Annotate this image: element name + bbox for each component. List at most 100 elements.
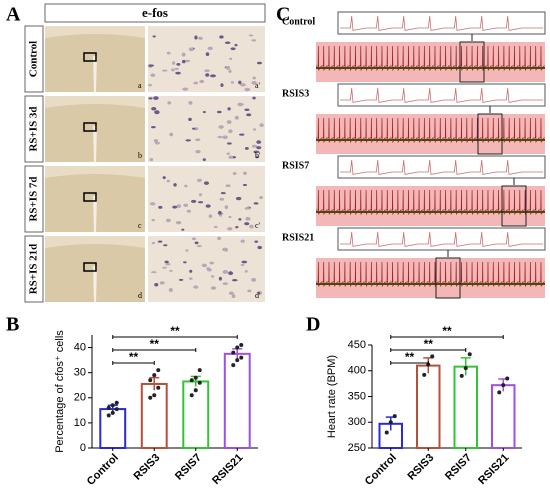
ecg-select-box [477,113,503,155]
cell [251,80,258,85]
cell [242,183,247,187]
cell [210,275,215,278]
cell [204,69,210,73]
cell-image [148,166,265,232]
cell [220,192,226,195]
cell [175,71,181,75]
ecg-zoom-box [337,155,546,179]
cell [185,59,191,63]
data-point [114,400,119,405]
cell [173,183,177,187]
cell [199,79,205,84]
cell [203,181,210,185]
roi-box [83,262,97,272]
data-point [156,385,161,390]
cell [225,184,231,188]
row-label-box [24,165,44,233]
cell [224,41,231,44]
cell [202,111,206,114]
cell [167,101,172,105]
row-label-box [24,25,44,93]
ecg-zoom-trace [340,159,543,175]
cell [149,202,156,206]
ecg-zoom-box [337,83,546,107]
cell-image [148,26,265,92]
cell [198,193,203,197]
cell [176,204,182,209]
cell [251,277,257,282]
cell [188,277,193,280]
x-tick-label: RSIS7 [173,452,204,483]
cell [239,133,245,136]
y-tick-label: 350 [348,390,366,402]
cell [161,69,168,72]
bar [491,384,516,450]
data-point [231,363,236,368]
roi-box [83,52,97,62]
cell [174,67,179,70]
cell [238,218,242,221]
y-tick-label: 300 [348,416,366,428]
data-point [110,410,115,415]
significance-label: ** [170,324,180,338]
cell [216,110,222,114]
roi-box [83,192,97,202]
cell [194,35,198,40]
data-point [148,378,153,383]
cell [219,35,224,39]
cell [255,156,259,159]
cell [238,102,244,106]
data-point [152,373,157,378]
image-letter: a' [255,81,261,90]
y-tick-label: 30 [74,367,86,379]
cell [151,242,156,245]
cell [244,146,249,150]
ecg-label: RSIS3 [282,88,309,99]
cell [228,129,233,134]
cell [194,241,199,245]
cell [251,39,257,42]
x-tick-label: RSIS3 [131,452,162,483]
cell [256,146,262,150]
ecg-zoom-box [337,227,546,251]
ecg-band [316,258,545,298]
significance-label: ** [424,337,434,351]
ecg-label: Control [282,16,315,27]
x-tick-label: RSIS3 [405,452,436,483]
ventricle [93,126,97,162]
cell [230,81,234,84]
cell [253,150,260,154]
ecg-band [316,114,545,154]
cell [243,171,247,175]
ventricle [93,266,97,302]
cell [188,117,192,122]
cell [222,135,228,140]
panel-label: B [6,314,19,336]
data-point [110,403,115,408]
cell [192,127,196,130]
cell [191,237,197,241]
data-point [384,430,389,435]
cell [219,197,225,201]
cell [170,68,175,72]
cell [165,218,171,223]
data-point [430,354,435,359]
image-letter: c [138,221,142,230]
cell [240,239,245,243]
cell [244,269,248,273]
cell [224,249,228,252]
cell [201,263,208,268]
cell [150,73,156,77]
ecg-trace [316,117,545,144]
ventricle [93,196,97,232]
ecg-band [316,186,545,226]
ecg-select-box [501,185,527,227]
cell [247,289,252,293]
ecg-trace [316,261,545,288]
cell [154,141,160,145]
cell [252,96,256,100]
cell [158,205,163,209]
data-point [114,407,119,412]
cell [172,61,176,65]
ecg-select-box [459,41,485,83]
